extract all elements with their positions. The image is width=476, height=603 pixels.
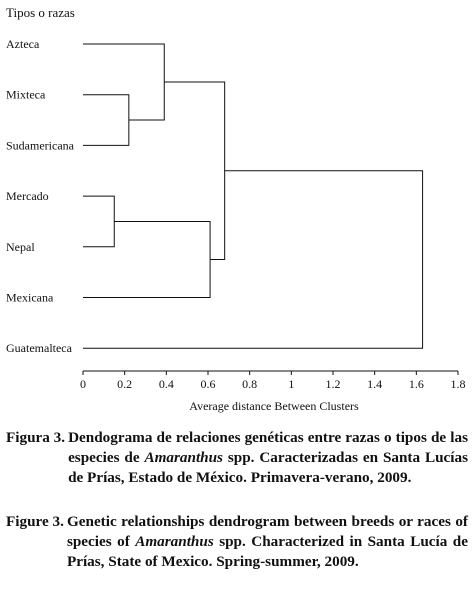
dendrogram-branch — [164, 81, 226, 260]
leaf-label: Azteca — [6, 37, 40, 51]
leaf-labels: Azteca Mixteca Sudamericana Mercado Nepal Mex… — [6, 37, 75, 355]
x-tick-label: 1 — [288, 377, 294, 391]
leaf-label: Sudamericana — [6, 138, 75, 152]
x-tick-label: 0.6 — [201, 377, 216, 391]
y-axis-title: Tipos o razas — [6, 5, 75, 20]
x-tick-label: 0.2 — [117, 377, 132, 391]
dendrogram-chart: Tipos o razas Azteca Mixteca Sudamericana M… — [6, 5, 466, 413]
x-axis: 0 0.2 0.4 0.6 0.8 1 1.2 1.4 1.6 1.8 — [80, 370, 466, 391]
caption-es-species: Amaranthus — [144, 449, 223, 466]
caption-es-text: Dendograma de relaciones genéticas entre… — [68, 428, 468, 488]
dendrogram-branch — [83, 170, 424, 349]
leaf-label: Nepal — [6, 240, 35, 254]
x-tick-label: 1.6 — [409, 377, 424, 391]
dendrogram-branch — [83, 195, 115, 248]
x-tick-label: 0.4 — [159, 377, 174, 391]
leaf-label: Mercado — [6, 189, 49, 203]
leaf-label: Mixteca — [6, 88, 46, 102]
leaf-label: Mexicana — [6, 291, 54, 305]
x-tick-label: 1.4 — [367, 377, 382, 391]
leaf-label: Guatemalteca — [6, 341, 73, 355]
x-tick-label: 0 — [80, 377, 86, 391]
x-tick-label: 0.8 — [242, 377, 257, 391]
dendrogram-branch — [83, 94, 130, 146]
caption-en-text: Genetic relationships dendrogram between… — [67, 512, 468, 572]
caption-es-text-after: spp. Caracterizadas en Santa Lucías de P… — [68, 449, 468, 486]
caption-en-text-before: Genetic relationships dendrogram between… — [66, 513, 468, 550]
x-tick-label: 1.8 — [451, 377, 466, 391]
caption-en-species: Amaranthus — [135, 533, 214, 550]
dendrogram-branch — [83, 220, 211, 298]
x-axis-title: Average distance Between Clusters — [189, 399, 359, 413]
caption-es-label: Figura 3. — [6, 429, 66, 446]
dendrogram-branches — [83, 43, 424, 349]
caption-es-text-before: Dendograma de relaciones genéticas entre… — [68, 429, 468, 466]
caption-en-text-after: spp. Characterized in Santa Lucía de Prí… — [66, 533, 468, 570]
caption-es: Figura 3. Dendograma de relaciones genét… — [6, 428, 468, 488]
x-tick-label: 1.2 — [326, 377, 341, 391]
caption-en: Figure 3. Genetic relationships dendrogr… — [6, 512, 468, 572]
caption-en-label: Figure 3. — [6, 513, 64, 530]
dendrogram-branch — [83, 43, 165, 121]
